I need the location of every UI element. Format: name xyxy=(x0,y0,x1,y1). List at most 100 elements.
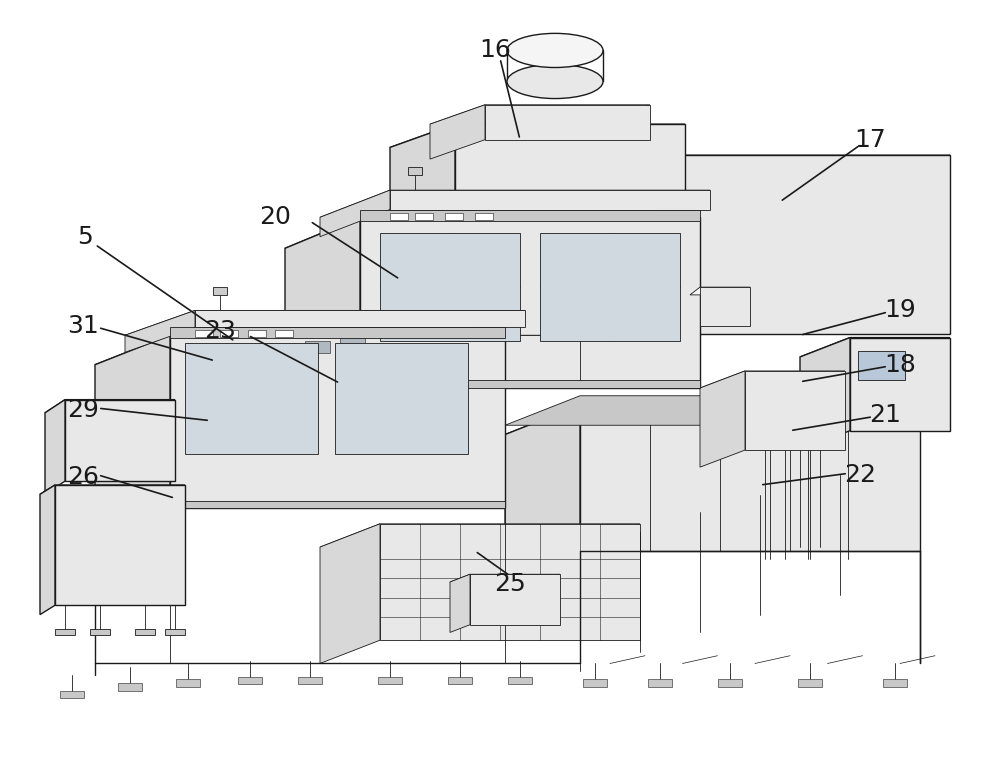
Polygon shape xyxy=(378,677,402,684)
Polygon shape xyxy=(580,405,920,551)
Text: 17: 17 xyxy=(854,128,886,151)
Polygon shape xyxy=(485,105,650,140)
Polygon shape xyxy=(335,343,468,454)
Polygon shape xyxy=(55,485,185,605)
Polygon shape xyxy=(40,485,185,494)
Polygon shape xyxy=(390,124,455,241)
Polygon shape xyxy=(135,629,155,635)
Polygon shape xyxy=(858,351,905,380)
Text: 31: 31 xyxy=(67,314,99,338)
Polygon shape xyxy=(380,233,520,341)
Polygon shape xyxy=(298,677,322,684)
Text: 21: 21 xyxy=(869,404,901,427)
Polygon shape xyxy=(448,677,472,684)
Text: 26: 26 xyxy=(67,466,99,489)
Polygon shape xyxy=(408,167,422,175)
Polygon shape xyxy=(475,213,493,220)
Polygon shape xyxy=(55,629,75,635)
Polygon shape xyxy=(275,330,293,337)
Polygon shape xyxy=(320,524,380,663)
Polygon shape xyxy=(583,679,607,687)
Polygon shape xyxy=(360,380,700,388)
Polygon shape xyxy=(213,287,227,295)
Polygon shape xyxy=(600,155,680,372)
Polygon shape xyxy=(40,485,55,615)
Polygon shape xyxy=(305,341,330,353)
Polygon shape xyxy=(320,190,710,217)
Polygon shape xyxy=(700,371,845,388)
Text: 29: 29 xyxy=(67,398,99,421)
Polygon shape xyxy=(45,400,65,494)
Polygon shape xyxy=(390,190,710,210)
Polygon shape xyxy=(883,679,907,687)
Text: 19: 19 xyxy=(884,299,916,322)
Polygon shape xyxy=(238,677,262,684)
Polygon shape xyxy=(470,574,560,625)
Polygon shape xyxy=(170,501,505,508)
Polygon shape xyxy=(505,396,920,425)
Polygon shape xyxy=(185,343,318,454)
Polygon shape xyxy=(320,190,390,237)
Polygon shape xyxy=(360,210,700,221)
Polygon shape xyxy=(195,310,525,327)
Text: 16: 16 xyxy=(479,39,511,62)
Text: 5: 5 xyxy=(77,225,93,248)
Polygon shape xyxy=(700,287,750,326)
Polygon shape xyxy=(65,400,175,481)
Polygon shape xyxy=(745,371,845,450)
Text: 18: 18 xyxy=(884,353,916,376)
Polygon shape xyxy=(648,679,672,687)
Polygon shape xyxy=(450,574,560,582)
Text: 23: 23 xyxy=(204,320,236,343)
Polygon shape xyxy=(380,524,640,640)
Polygon shape xyxy=(285,335,355,417)
Polygon shape xyxy=(540,233,680,341)
Polygon shape xyxy=(220,330,238,337)
Polygon shape xyxy=(45,400,175,413)
Polygon shape xyxy=(248,330,266,337)
Polygon shape xyxy=(165,629,185,635)
Polygon shape xyxy=(455,124,685,217)
Polygon shape xyxy=(155,359,325,372)
Polygon shape xyxy=(90,629,110,635)
Polygon shape xyxy=(390,124,685,147)
Polygon shape xyxy=(360,217,700,388)
Polygon shape xyxy=(505,405,580,580)
Polygon shape xyxy=(505,405,920,435)
Polygon shape xyxy=(508,677,532,684)
Polygon shape xyxy=(118,683,142,691)
Ellipse shape xyxy=(507,33,603,68)
Polygon shape xyxy=(95,335,170,538)
Polygon shape xyxy=(700,371,745,467)
Polygon shape xyxy=(285,217,360,419)
Polygon shape xyxy=(450,574,470,632)
Polygon shape xyxy=(390,213,408,220)
Polygon shape xyxy=(340,334,365,345)
Polygon shape xyxy=(798,679,822,687)
Polygon shape xyxy=(718,679,742,687)
Polygon shape xyxy=(870,155,950,334)
Polygon shape xyxy=(680,155,950,334)
Polygon shape xyxy=(800,338,850,450)
Ellipse shape xyxy=(507,64,603,99)
Polygon shape xyxy=(445,213,463,220)
Polygon shape xyxy=(170,335,505,508)
Text: 20: 20 xyxy=(259,206,291,229)
Polygon shape xyxy=(600,155,950,194)
Polygon shape xyxy=(320,524,640,547)
Polygon shape xyxy=(95,335,505,365)
Polygon shape xyxy=(285,335,580,365)
Polygon shape xyxy=(125,310,525,335)
Polygon shape xyxy=(430,105,485,159)
Polygon shape xyxy=(690,287,750,295)
Polygon shape xyxy=(800,338,950,357)
Polygon shape xyxy=(415,213,433,220)
Polygon shape xyxy=(195,330,213,337)
Polygon shape xyxy=(430,105,650,124)
Text: 25: 25 xyxy=(494,572,526,595)
Polygon shape xyxy=(355,335,580,388)
Polygon shape xyxy=(850,338,950,431)
Polygon shape xyxy=(60,691,84,698)
Polygon shape xyxy=(285,217,700,248)
Polygon shape xyxy=(176,679,200,687)
